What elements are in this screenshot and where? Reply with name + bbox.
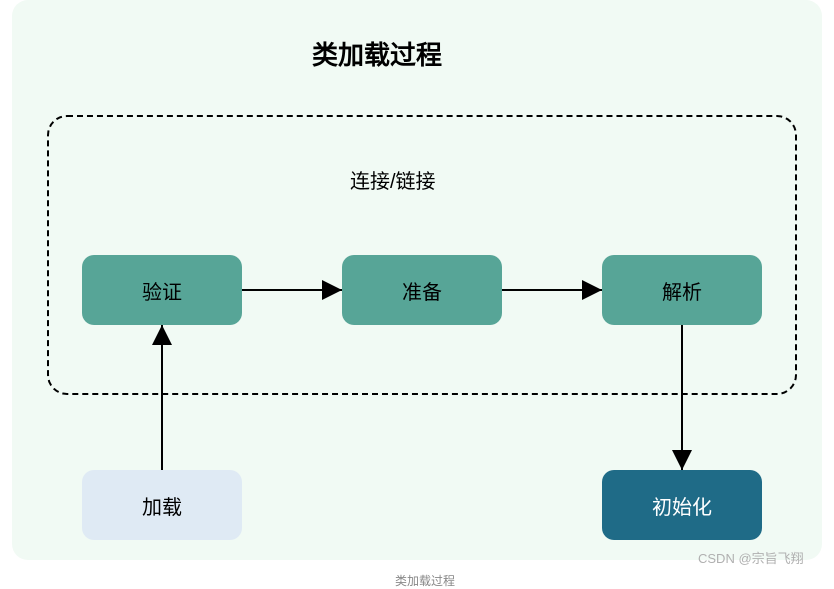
caption-text: 类加载过程 bbox=[395, 572, 455, 589]
node-init-label: 初始化 bbox=[652, 491, 712, 520]
diagram-canvas: 类加载过程 连接/链接 验证 准备 解析 加载 初始化 bbox=[12, 0, 822, 560]
watermark-text: CSDN @宗旨飞翔 bbox=[698, 548, 804, 567]
node-init: 初始化 bbox=[602, 470, 762, 540]
node-prepare-label: 准备 bbox=[402, 276, 442, 305]
node-resolve-label: 解析 bbox=[662, 276, 702, 305]
node-load: 加载 bbox=[82, 470, 242, 540]
node-verify-label: 验证 bbox=[142, 276, 182, 305]
node-prepare: 准备 bbox=[342, 255, 502, 325]
node-load-label: 加载 bbox=[142, 491, 182, 520]
node-resolve: 解析 bbox=[602, 255, 762, 325]
diagram-title: 类加载过程 bbox=[312, 35, 442, 72]
node-verify: 验证 bbox=[82, 255, 242, 325]
linking-subtitle: 连接/链接 bbox=[350, 165, 436, 194]
